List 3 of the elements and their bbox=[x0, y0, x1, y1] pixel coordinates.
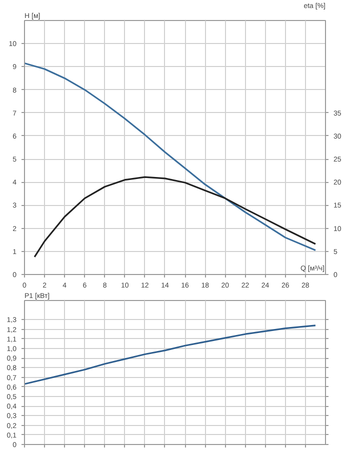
line-series bbox=[24, 324, 316, 385]
line-series bbox=[34, 176, 316, 258]
line-series bbox=[24, 62, 316, 252]
